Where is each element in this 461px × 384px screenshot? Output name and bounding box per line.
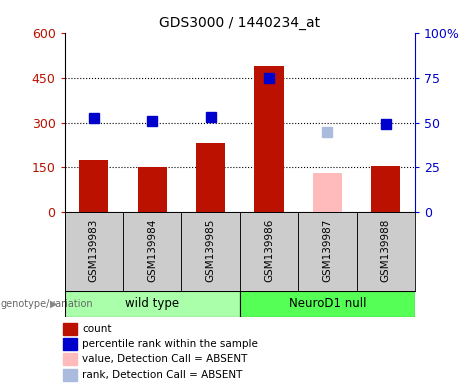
Text: count: count [82,324,112,334]
Text: ▶: ▶ [50,299,58,309]
Text: percentile rank within the sample: percentile rank within the sample [82,339,258,349]
Bar [65,291,240,317]
Bar [356,212,415,291]
Bar [240,212,298,291]
Bar [371,166,400,212]
Bar [298,212,356,291]
Title: GDS3000 / 1440234_at: GDS3000 / 1440234_at [159,16,320,30]
Text: GSM139983: GSM139983 [89,218,99,281]
Text: GSM139984: GSM139984 [147,218,157,281]
Bar [65,212,123,291]
Bar [63,323,77,335]
Text: rank, Detection Call = ABSENT: rank, Detection Call = ABSENT [82,369,242,380]
Text: GSM139988: GSM139988 [381,218,391,281]
Bar [137,167,167,212]
Bar [63,369,77,381]
Bar [63,353,77,365]
Text: wild type: wild type [125,297,179,310]
Bar [313,173,342,212]
Bar [240,291,415,317]
Text: genotype/variation: genotype/variation [0,299,93,309]
Text: GSM139985: GSM139985 [206,218,216,281]
Text: GSM139986: GSM139986 [264,218,274,281]
Bar [181,212,240,291]
Text: GSM139987: GSM139987 [322,218,332,281]
Bar [196,143,225,212]
Bar [123,212,181,291]
Text: NeuroD1 null: NeuroD1 null [289,297,366,310]
Text: value, Detection Call = ABSENT: value, Detection Call = ABSENT [82,354,248,364]
Bar [63,338,77,350]
Bar [254,66,284,212]
Bar [79,160,108,212]
